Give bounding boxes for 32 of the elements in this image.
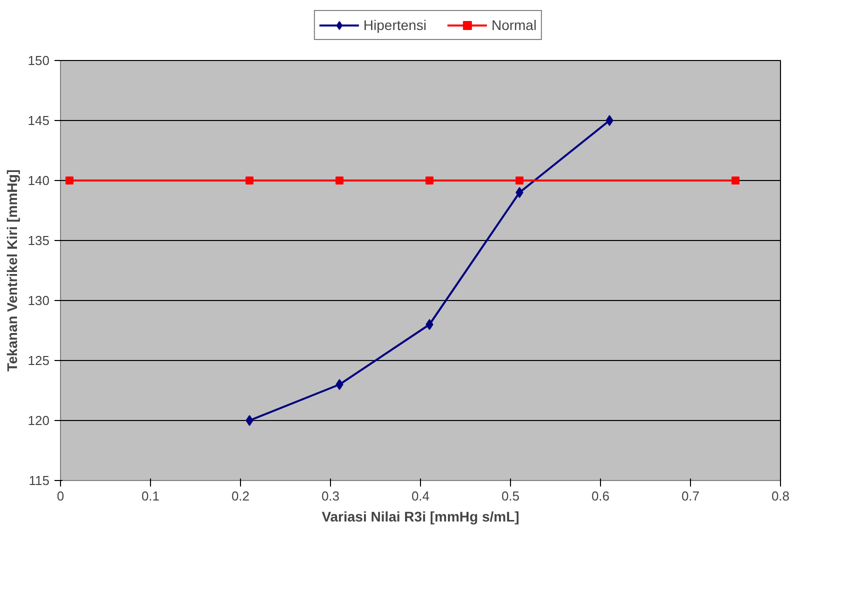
y-tick-label: 135 xyxy=(28,233,50,248)
x-tick-label: 0.6 xyxy=(591,488,610,504)
point xyxy=(336,379,344,390)
x-tick-label: 0.1 xyxy=(141,488,160,504)
y-tick-label: 140 xyxy=(28,173,50,188)
legend-label: Hipertensi xyxy=(363,17,426,33)
x-tick-label: 0 xyxy=(56,488,64,504)
point xyxy=(606,115,614,126)
x-tick-label: 0.7 xyxy=(681,488,700,504)
point xyxy=(246,415,254,426)
point xyxy=(66,176,74,184)
y-tick-label: 130 xyxy=(28,293,50,308)
point xyxy=(516,187,524,198)
y-tick-label: 125 xyxy=(28,353,50,368)
point xyxy=(426,176,434,184)
x-tick-label: 0.8 xyxy=(771,488,790,504)
x-tick-label: 0.4 xyxy=(411,488,430,504)
y-axis-title: Tekanan Ventrikel Kiri [mmHg] xyxy=(4,169,20,372)
legend-label: Normal xyxy=(491,17,537,33)
y-tick-label: 150 xyxy=(28,53,50,68)
x-axis-title: Variasi Nilai R3i [mmHg s/mL] xyxy=(322,508,520,524)
point xyxy=(336,176,344,184)
y-tick-label: 115 xyxy=(28,473,50,488)
point xyxy=(246,176,254,184)
x-tick-label: 0.5 xyxy=(501,488,520,504)
x-tick-label: 0.2 xyxy=(231,488,250,504)
point xyxy=(732,176,740,184)
point xyxy=(516,176,524,184)
x-tick-label: 0.3 xyxy=(321,488,340,504)
y-tick-label: 120 xyxy=(28,413,50,428)
y-tick-label: 145 xyxy=(28,113,50,128)
point xyxy=(426,319,434,330)
